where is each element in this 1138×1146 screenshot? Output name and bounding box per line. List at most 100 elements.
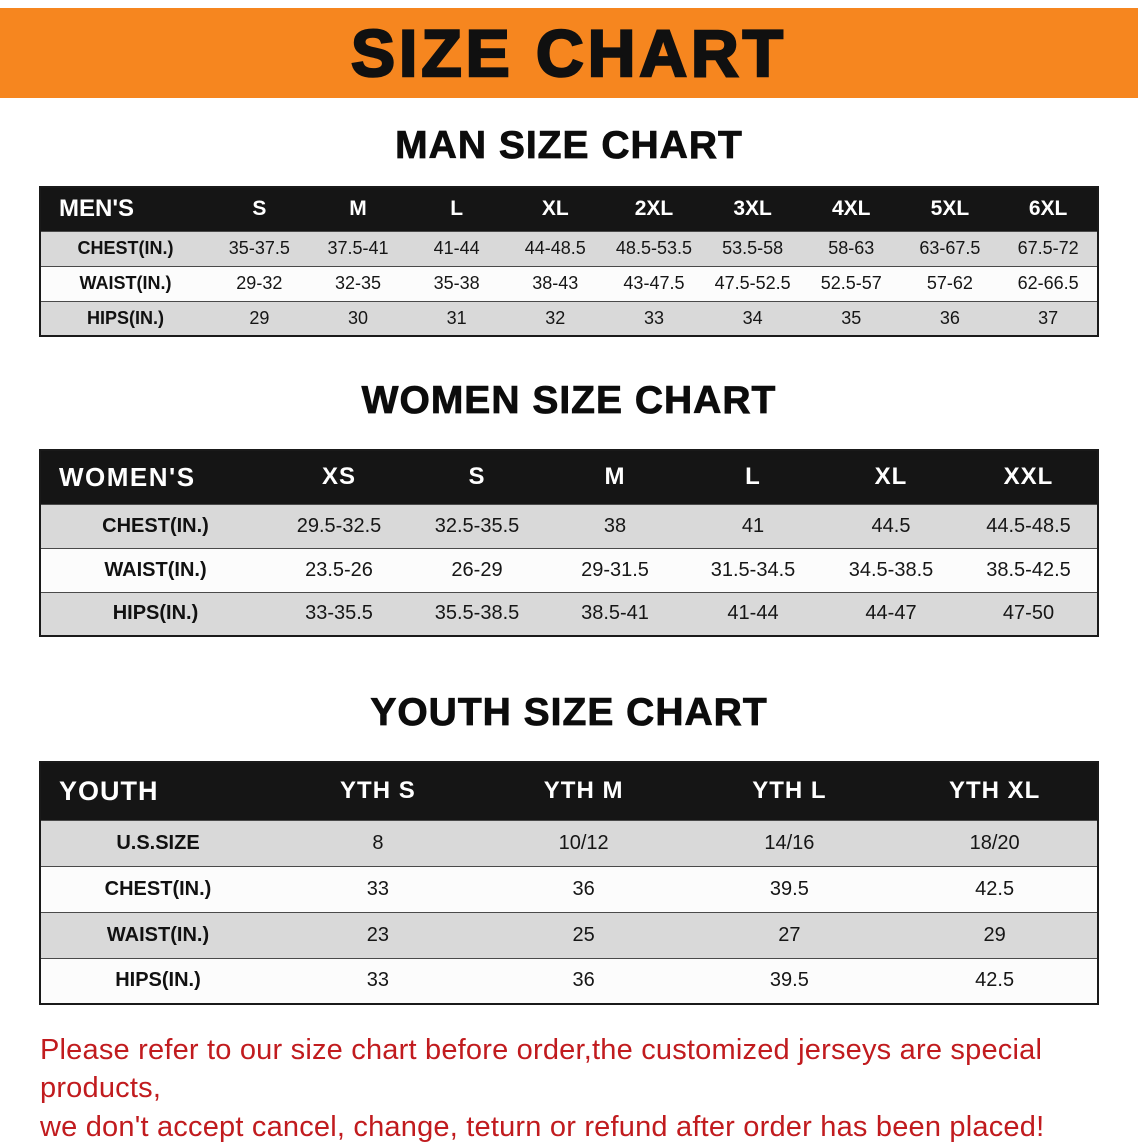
measurement-value: 37.5-41 — [327, 238, 389, 258]
table-header-row: YOUTH YTH S YTH M YTH L YTH XL — [40, 762, 1098, 820]
measurement-value: 53.5-58 — [722, 238, 784, 258]
size-column-header: YTH XL — [892, 762, 1098, 820]
measurement-label: WAIST(IN.) — [106, 923, 210, 946]
measurement-label: HIPS(IN.) — [86, 307, 164, 328]
measurement-value: 29.5-32.5 — [296, 514, 382, 537]
footer-line-2: we don't accept cancel, change, teturn o… — [40, 1110, 1045, 1143]
measurement-label: WAIST(IN.) — [104, 558, 207, 581]
measurement-row: WAIST(IN.) 23.5-26 26-29 29-31.5 31.5-34.5 34… — [40, 548, 1098, 592]
measurement-value: 38 — [603, 514, 627, 537]
measurement-value: 35-37.5 — [228, 238, 290, 258]
measurement-value: 29-32 — [236, 273, 283, 293]
measurement-value: 30 — [347, 307, 368, 328]
table-header-row: MEN'S S M L XL 2XL 3XL 4XL 5XL 6XL — [40, 187, 1098, 231]
men-size-chart-section: MAN SIZE CHART MEN'S S M L XL 2XL 3XL 4XL 5XL 6XL C… — [0, 124, 1138, 337]
size-column-header: XL — [505, 187, 605, 231]
measurement-row: HIPS(IN.) 33 36 39.5 42.5 — [40, 958, 1098, 1004]
measurement-value: 23.5-26 — [305, 558, 373, 581]
measurement-value: 33 — [643, 307, 664, 328]
measurement-value: 34 — [742, 307, 763, 328]
measurement-value: 67.5-72 — [1017, 238, 1079, 258]
measurement-value: 33-35.5 — [305, 602, 373, 625]
measurement-label: U.S.SIZE — [116, 831, 200, 854]
women-size-chart-section: WOMEN SIZE CHART WOMEN'S XS S M L XL XXL CHEST(I… — [0, 379, 1138, 637]
measurement-value: 18/20 — [969, 831, 1020, 854]
measurement-value: 14/16 — [764, 831, 815, 854]
measurement-value: 36 — [572, 877, 595, 900]
size-column-header: YTH S — [275, 762, 481, 820]
women-section-heading: WOMEN SIZE CHART — [361, 379, 777, 423]
size-column-header: 4XL — [801, 187, 901, 231]
measurement-label: HIPS(IN.) — [112, 602, 199, 625]
measurement-value: 36 — [572, 969, 595, 992]
measurement-value: 29-31.5 — [581, 558, 649, 581]
measurement-value: 39.5 — [769, 877, 809, 900]
measurement-value: 43-47.5 — [623, 273, 685, 293]
size-column-header: 2XL — [604, 187, 704, 231]
measurement-value: 33 — [366, 969, 389, 992]
measurement-value: 32.5-35.5 — [434, 514, 520, 537]
measurement-row: WAIST(IN.) 29-32 32-35 35-38 38-43 43-47.5 47.… — [40, 266, 1098, 301]
measurement-value: 63-67.5 — [919, 238, 981, 258]
size-column-header: 5XL — [900, 187, 1000, 231]
measurement-value: 33 — [366, 877, 389, 900]
footer-note: Please refer to our size chart before or… — [40, 1031, 1096, 1146]
measurement-value: 41-44 — [727, 602, 779, 625]
measurement-value: 44-47 — [865, 602, 917, 625]
size-column-header: YTH L — [686, 762, 893, 820]
measurement-label: CHEST(IN.) — [77, 238, 174, 258]
size-column-header: M — [308, 187, 408, 231]
size-column-header: L — [684, 450, 822, 504]
measurement-label: WAIST(IN.) — [79, 273, 172, 293]
size-column-header: M — [546, 450, 684, 504]
measurement-value: 26-29 — [451, 558, 503, 581]
measurement-value: 32-35 — [334, 273, 381, 293]
measurement-row: CHEST(IN.) 35-37.5 37.5-41 41-44 44-48.5 48.5… — [40, 231, 1098, 266]
measurement-value: 41-44 — [433, 238, 480, 258]
table-header-row: WOMEN'S XS S M L XL XXL — [40, 450, 1098, 504]
measurement-value: 25 — [572, 923, 595, 946]
size-chart-sections: MAN SIZE CHART MEN'S S M L XL 2XL 3XL 4XL 5XL 6XL C… — [0, 124, 1138, 1005]
measurement-value: 57-62 — [926, 273, 973, 293]
measurement-value: 10/12 — [558, 831, 609, 854]
size-column-header: YTH M — [480, 762, 687, 820]
size-column-header: XS — [270, 450, 408, 504]
measurement-row: WAIST(IN.) 23 25 27 29 — [40, 912, 1098, 958]
measurement-value: 42.5 — [975, 877, 1015, 900]
measurement-row: HIPS(IN.) 33-35.5 35.5-38.5 38.5-41 41-44 44-… — [40, 592, 1098, 636]
measurement-row: CHEST(IN.) 29.5-32.5 32.5-35.5 38 41 44.5 44.5… — [40, 504, 1098, 548]
table-title-cell: MEN'S — [40, 187, 210, 231]
measurement-row: HIPS(IN.) 29 30 31 32 33 34 35 36 37 — [40, 301, 1098, 336]
men-size-table: MEN'S S M L XL 2XL 3XL 4XL 5XL 6XL CHEST(IN.) 35-37… — [39, 186, 1099, 337]
measurement-label: CHEST(IN.) — [104, 877, 212, 900]
table-title-cell: WOMEN'S — [40, 450, 270, 504]
measurement-value: 42.5 — [975, 969, 1015, 992]
title-banner: SIZE CHART — [0, 8, 1138, 98]
measurement-value: 8 — [372, 831, 384, 854]
measurement-value: 44.5 — [871, 514, 911, 537]
measurement-value: 47-50 — [1002, 602, 1055, 625]
measurement-value: 35-38 — [433, 273, 480, 293]
measurement-value: 48.5-53.5 — [615, 238, 692, 258]
measurement-value: 35 — [841, 307, 862, 328]
measurement-value: 29 — [249, 307, 270, 328]
men-section-heading: MAN SIZE CHART — [395, 124, 743, 168]
measurement-value: 32 — [545, 307, 566, 328]
measurement-value: 31 — [446, 307, 467, 328]
size-column-header: S — [408, 450, 546, 504]
measurement-value: 58-63 — [828, 238, 875, 258]
size-column-header: S — [210, 187, 309, 231]
size-column-header: L — [407, 187, 506, 231]
youth-size-chart-section: YOUTH SIZE CHART YOUTH YTH S YTH M YTH L YTH … — [0, 691, 1138, 1005]
youth-size-table: YOUTH YTH S YTH M YTH L YTH XL U.S.SIZE 8 10/12… — [39, 761, 1099, 1005]
women-size-table: WOMEN'S XS S M L XL XXL CHEST(IN.) 29.5-32.5 32.5… — [39, 449, 1099, 637]
youth-section-heading: YOUTH SIZE CHART — [370, 691, 768, 735]
table-title-cell: YOUTH — [40, 762, 275, 820]
measurement-value: 62-66.5 — [1017, 273, 1079, 293]
page-title: SIZE CHART — [350, 16, 787, 90]
measurement-value: 29 — [983, 923, 1006, 946]
measurement-value: 44.5-48.5 — [986, 514, 1071, 537]
measurement-value: 34.5-38.5 — [848, 558, 934, 581]
measurement-value: 41 — [741, 514, 765, 537]
size-column-header: 3XL — [703, 187, 802, 231]
